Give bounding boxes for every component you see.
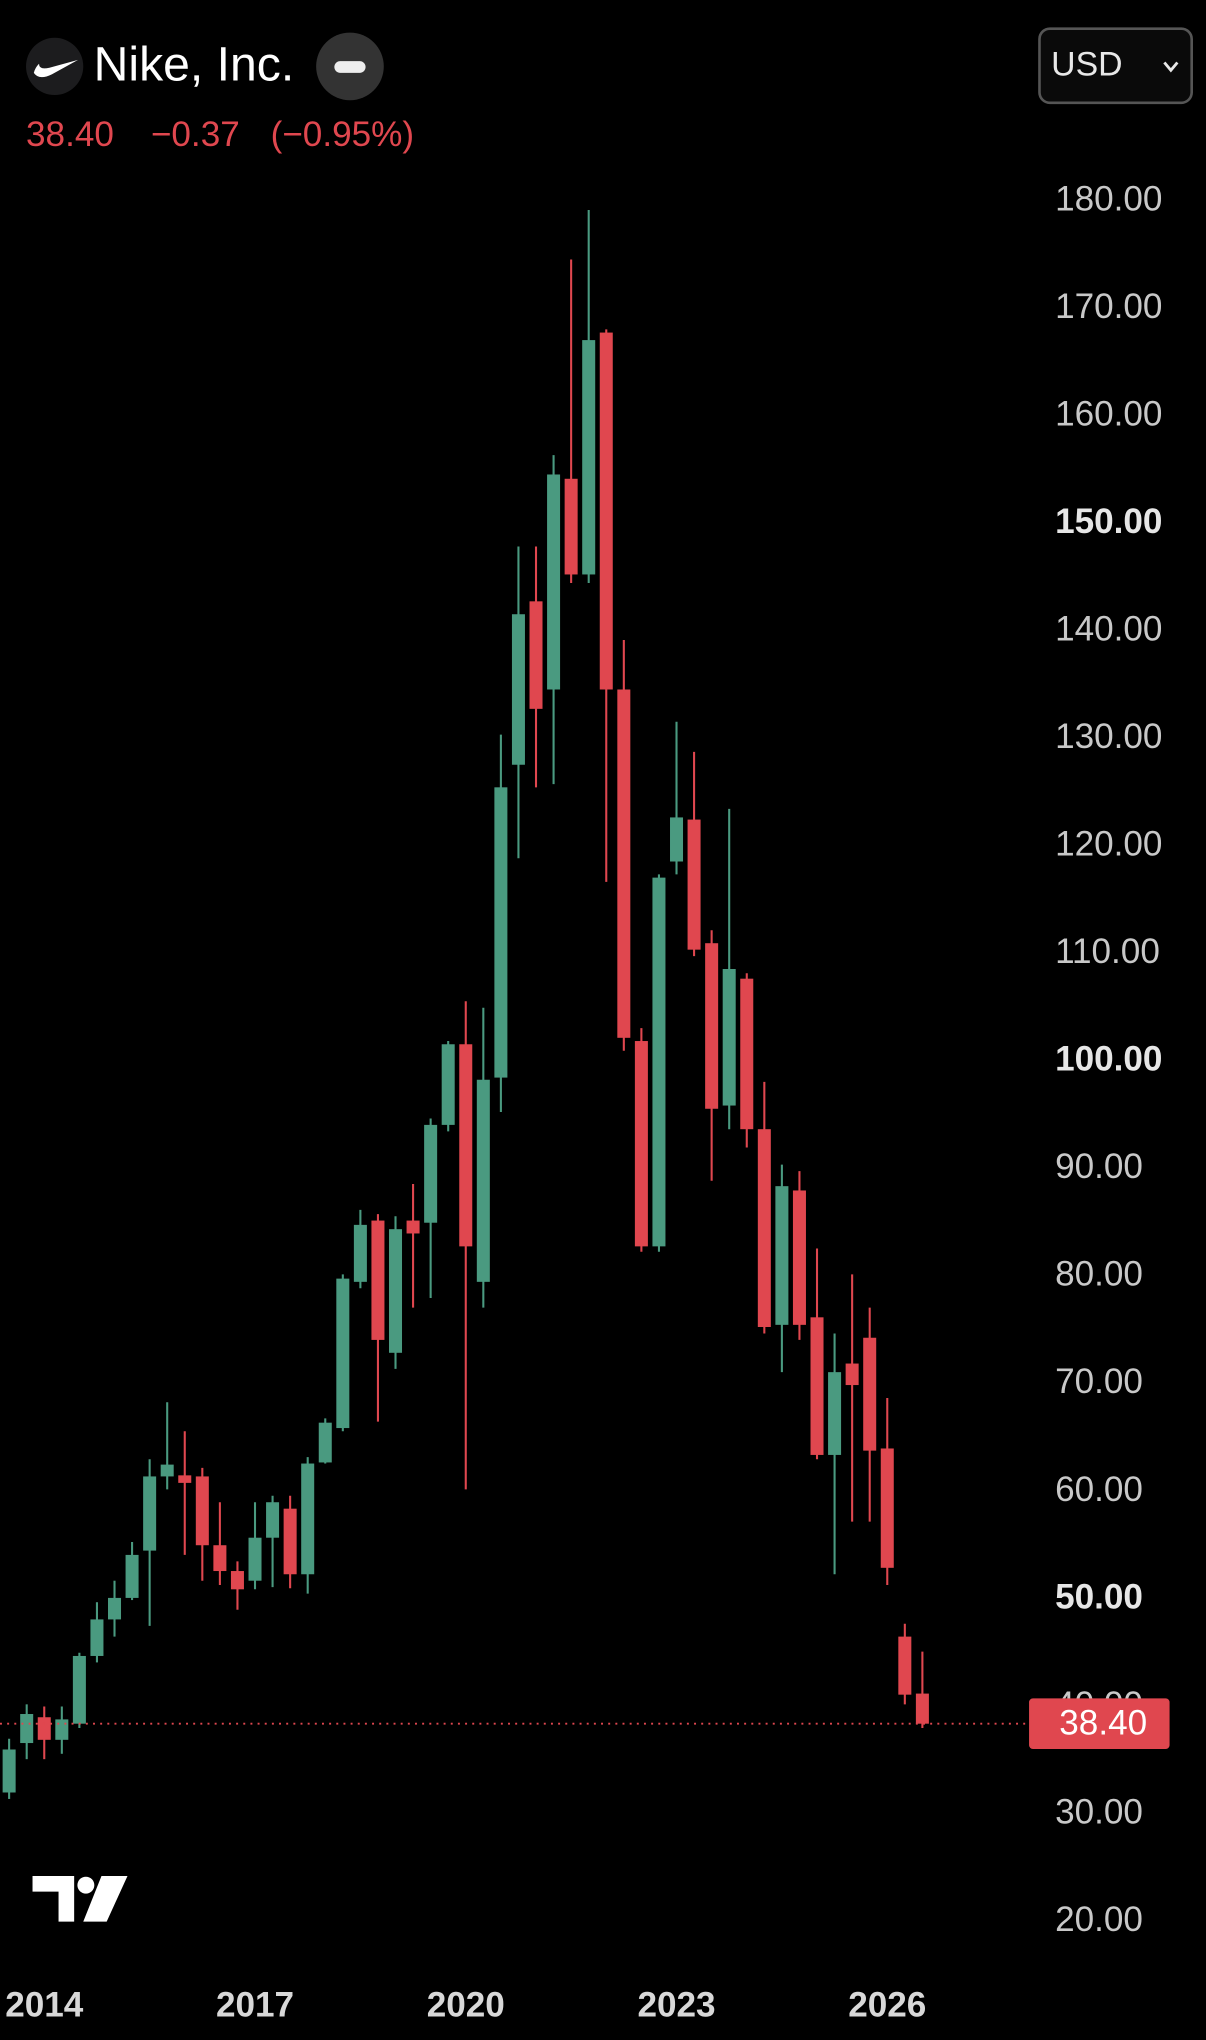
last-price-box bbox=[1029, 1698, 1170, 1750]
candle-body bbox=[828, 1372, 842, 1455]
candle-body bbox=[582, 340, 596, 575]
y-tick-label: 30.00 bbox=[1055, 1792, 1143, 1831]
x-tick-label: 2026 bbox=[848, 1986, 926, 2025]
y-tick-label: 150.00 bbox=[1055, 502, 1162, 541]
candle-body bbox=[599, 332, 613, 690]
candle-body bbox=[880, 1448, 894, 1568]
candle-body bbox=[757, 1129, 771, 1327]
price-change-percent: (−0.95%) bbox=[271, 115, 414, 154]
y-tick-label: 20.00 bbox=[1055, 1900, 1143, 1939]
candle-body bbox=[670, 817, 684, 862]
candle-body bbox=[863, 1337, 877, 1451]
candle-body bbox=[722, 969, 736, 1106]
last-price: 38.40 bbox=[26, 115, 114, 154]
candle-body bbox=[108, 1597, 122, 1620]
plot: 20.0030.0040.0050.0060.0070.0080.0090.00… bbox=[0, 180, 1170, 2025]
candle-body bbox=[915, 1693, 929, 1724]
candle-body bbox=[266, 1502, 280, 1538]
candle-body bbox=[213, 1545, 227, 1572]
x-tick-label: 2020 bbox=[427, 1986, 505, 2025]
y-tick-label: 110.00 bbox=[1055, 932, 1160, 971]
dropdown-chevron bbox=[1163, 61, 1179, 73]
candle-body bbox=[2, 1749, 16, 1793]
candle-body bbox=[687, 819, 701, 950]
candle-body bbox=[564, 478, 578, 575]
candle-body bbox=[90, 1619, 104, 1656]
candle-body bbox=[529, 601, 543, 709]
y-tick-label: 100.00 bbox=[1055, 1040, 1162, 1079]
price-change: −0.37 bbox=[151, 115, 240, 154]
currency-label: USD bbox=[1051, 45, 1122, 83]
candle-body bbox=[406, 1220, 420, 1234]
candle-body bbox=[55, 1719, 69, 1740]
candle-body bbox=[389, 1229, 403, 1353]
candle-body bbox=[318, 1422, 332, 1463]
candle-body bbox=[178, 1475, 192, 1483]
candle-body bbox=[283, 1508, 297, 1575]
candle-body bbox=[248, 1537, 262, 1581]
candle-body bbox=[230, 1571, 244, 1590]
y-tick-label: 140.00 bbox=[1055, 610, 1162, 649]
candle-body bbox=[775, 1186, 789, 1325]
candle-body bbox=[353, 1224, 367, 1282]
candle-body bbox=[37, 1717, 51, 1740]
currency-dropdown[interactable] bbox=[1038, 27, 1193, 105]
symbol-name: Nike, Inc. bbox=[94, 37, 295, 91]
y-tick-label: 50.00 bbox=[1055, 1577, 1143, 1616]
candle-body bbox=[371, 1220, 385, 1340]
y-tick-label: 130.00 bbox=[1055, 717, 1162, 756]
y-tick-label: 60.00 bbox=[1055, 1470, 1143, 1509]
candle-body bbox=[898, 1636, 912, 1695]
y-tick-label: 80.00 bbox=[1055, 1255, 1143, 1294]
y-tick-label: 90.00 bbox=[1055, 1147, 1143, 1186]
candle-body bbox=[424, 1124, 438, 1223]
swoosh bbox=[33, 59, 79, 78]
candle-body bbox=[792, 1190, 806, 1325]
y-tick-label: 70.00 bbox=[1055, 1362, 1143, 1401]
candle-body bbox=[494, 787, 508, 1078]
candle-body bbox=[441, 1044, 455, 1125]
y-tick-label: 180.00 bbox=[1055, 180, 1162, 219]
candle-body bbox=[301, 1463, 315, 1575]
last-price-label: 38.40 bbox=[1059, 1703, 1147, 1742]
y-tick-label: 120.00 bbox=[1055, 825, 1162, 864]
x-tick-label: 2023 bbox=[637, 1986, 715, 2025]
candle-body bbox=[845, 1363, 859, 1386]
x-tick-label: 2014 bbox=[5, 1986, 84, 2025]
tradingview-logo bbox=[32, 1876, 128, 1922]
candle-body bbox=[511, 614, 525, 765]
candle-body bbox=[143, 1476, 157, 1551]
y-tick-label: 160.00 bbox=[1055, 395, 1162, 434]
candle-body bbox=[652, 877, 666, 1247]
candle-body bbox=[125, 1554, 139, 1598]
y-tick-label: 170.00 bbox=[1055, 287, 1162, 326]
candle-body bbox=[476, 1079, 490, 1282]
candle-body bbox=[72, 1655, 86, 1724]
candle-body bbox=[547, 474, 561, 690]
candle-body bbox=[634, 1041, 648, 1247]
candle-body bbox=[160, 1464, 174, 1477]
candle-body bbox=[195, 1476, 209, 1546]
x-tick-label: 2017 bbox=[216, 1986, 294, 2025]
candle-body bbox=[459, 1044, 473, 1247]
candle-body bbox=[740, 978, 754, 1130]
candle-body bbox=[336, 1278, 350, 1429]
candle-body bbox=[20, 1714, 34, 1744]
candle-body bbox=[617, 689, 631, 1038]
candle-body bbox=[810, 1317, 824, 1455]
status-icon bbox=[334, 61, 366, 73]
candle-body bbox=[705, 943, 719, 1109]
